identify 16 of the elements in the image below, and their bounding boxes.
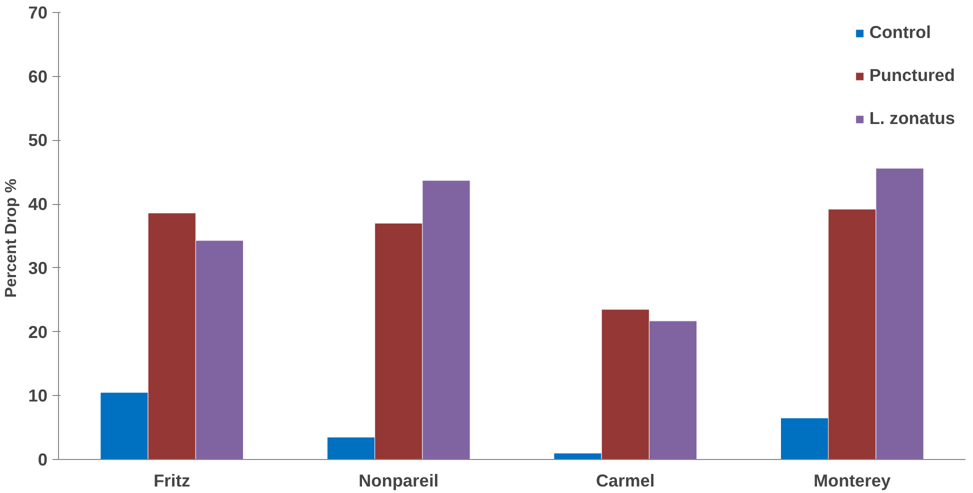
y-tick-label: 30 — [28, 258, 48, 278]
y-tick-label: 0 — [38, 450, 48, 470]
legend-label: Control — [869, 22, 931, 43]
y-tick-label: 20 — [28, 322, 48, 342]
legend-label: L. zonatus — [869, 108, 955, 129]
x-tick-label: Monterey — [814, 470, 891, 490]
x-tick-label: Fritz — [154, 470, 190, 490]
y-tick-label: 40 — [28, 194, 48, 214]
x-tick-label: Carmel — [596, 470, 655, 490]
y-axis-title: Percent Drop % — [3, 178, 20, 298]
y-tick-label: 70 — [28, 2, 48, 22]
y-tick-label: 50 — [28, 130, 48, 150]
legend-label: Punctured — [869, 65, 955, 86]
y-tick-label: 60 — [28, 66, 48, 86]
x-tick-label: Nonpareil — [358, 470, 439, 490]
y-tick-label: 10 — [28, 386, 48, 406]
